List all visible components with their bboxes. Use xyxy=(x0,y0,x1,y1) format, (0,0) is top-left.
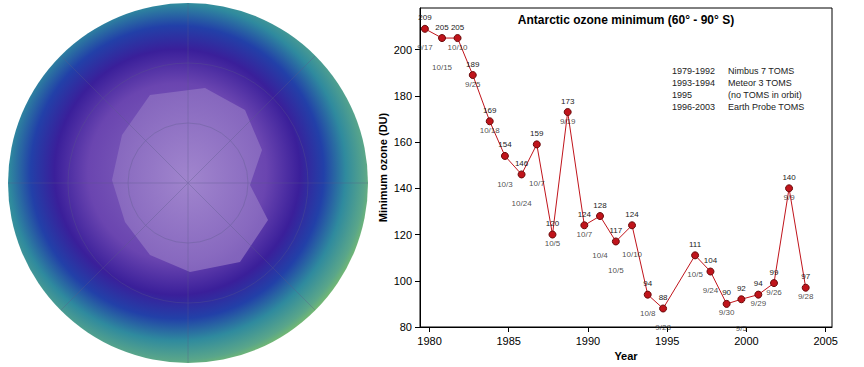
svg-text:10/18: 10/18 xyxy=(480,126,501,135)
svg-text:9/30: 9/30 xyxy=(719,308,735,317)
svg-text:Antarctic ozone minimum (60° -: Antarctic ozone minimum (60° - 90° S) xyxy=(518,13,734,27)
svg-text:104: 104 xyxy=(704,256,718,265)
svg-text:1990: 1990 xyxy=(576,335,600,347)
svg-text:9/9: 9/9 xyxy=(783,193,795,202)
svg-text:10/4: 10/4 xyxy=(592,251,608,260)
svg-text:10/8: 10/8 xyxy=(640,309,656,318)
svg-text:117: 117 xyxy=(609,226,622,235)
svg-text:100: 100 xyxy=(394,275,412,287)
svg-text:205: 205 xyxy=(435,23,449,32)
svg-text:1985: 1985 xyxy=(496,335,520,347)
svg-text:9/17: 9/17 xyxy=(417,43,433,52)
svg-text:9/28: 9/28 xyxy=(798,292,814,301)
svg-text:10/5: 10/5 xyxy=(608,266,624,275)
svg-text:9/24: 9/24 xyxy=(703,286,719,295)
svg-text:128: 128 xyxy=(593,201,607,210)
svg-text:160: 160 xyxy=(394,136,412,148)
svg-text:1980: 1980 xyxy=(417,335,441,347)
svg-text:10/10: 10/10 xyxy=(622,250,643,259)
svg-text:189: 189 xyxy=(466,60,480,69)
svg-text:Earth Probe TOMS: Earth Probe TOMS xyxy=(728,102,804,112)
svg-text:1979-1992: 1979-1992 xyxy=(672,66,715,76)
svg-text:140: 140 xyxy=(394,182,412,194)
svg-text:2005: 2005 xyxy=(813,335,837,347)
svg-text:10/24: 10/24 xyxy=(512,199,533,208)
svg-text:92: 92 xyxy=(737,284,746,293)
svg-text:10/5: 10/5 xyxy=(545,239,561,248)
svg-text:124: 124 xyxy=(625,210,639,219)
svg-text:9/19: 9/19 xyxy=(560,117,576,126)
svg-text:Meteor 3 TOMS: Meteor 3 TOMS xyxy=(728,78,792,88)
svg-text:1995: 1995 xyxy=(672,90,692,100)
svg-text:(no TOMS in orbit): (no TOMS in orbit) xyxy=(728,90,802,100)
svg-text:10/5: 10/5 xyxy=(687,270,703,279)
svg-text:Minimum ozone (DU): Minimum ozone (DU) xyxy=(377,112,389,222)
svg-text:94: 94 xyxy=(643,279,652,288)
svg-text:124: 124 xyxy=(578,210,592,219)
svg-text:200: 200 xyxy=(394,44,412,56)
svg-text:120: 120 xyxy=(546,219,560,228)
svg-text:146: 146 xyxy=(515,159,529,168)
svg-text:Nimbus 7 TOMS: Nimbus 7 TOMS xyxy=(728,66,794,76)
svg-text:9/28: 9/28 xyxy=(655,323,671,332)
svg-text:120: 120 xyxy=(394,229,412,241)
svg-text:9/25: 9/25 xyxy=(465,80,481,89)
svg-text:209: 209 xyxy=(418,13,432,22)
svg-text:169: 169 xyxy=(483,106,497,115)
svg-text:80: 80 xyxy=(400,321,412,333)
svg-text:94: 94 xyxy=(754,279,763,288)
svg-text:88: 88 xyxy=(659,293,668,302)
svg-text:9/5: 9/5 xyxy=(736,324,748,333)
svg-text:10/15: 10/15 xyxy=(432,63,453,72)
svg-text:1995: 1995 xyxy=(655,335,679,347)
svg-text:205: 205 xyxy=(451,23,465,32)
svg-text:1996-2003: 1996-2003 xyxy=(672,102,715,112)
svg-text:180: 180 xyxy=(394,90,412,102)
svg-text:99: 99 xyxy=(770,268,779,277)
svg-text:2000: 2000 xyxy=(734,335,758,347)
svg-text:10/7: 10/7 xyxy=(577,230,593,239)
svg-text:154: 154 xyxy=(498,140,512,149)
svg-text:111: 111 xyxy=(689,240,702,249)
svg-text:9/29: 9/29 xyxy=(751,299,767,308)
svg-text:140: 140 xyxy=(782,173,796,182)
svg-text:90: 90 xyxy=(722,288,731,297)
svg-text:Year: Year xyxy=(614,350,638,362)
svg-text:159: 159 xyxy=(530,129,544,138)
svg-text:9/26: 9/26 xyxy=(766,288,782,297)
svg-text:173: 173 xyxy=(561,97,575,106)
svg-text:97: 97 xyxy=(801,272,810,281)
svg-text:10/3: 10/3 xyxy=(497,180,513,189)
svg-text:1993-1994: 1993-1994 xyxy=(672,78,715,88)
svg-text:10/10: 10/10 xyxy=(448,43,469,52)
svg-text:10/7: 10/7 xyxy=(529,179,545,188)
